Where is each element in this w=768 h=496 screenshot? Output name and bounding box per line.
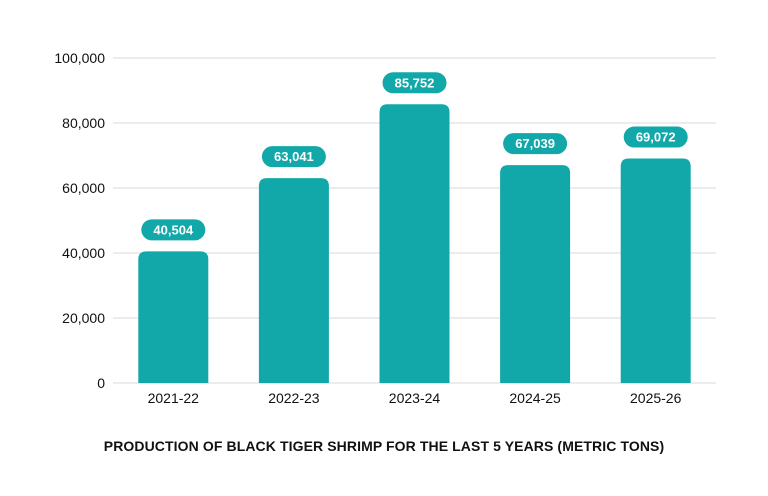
- data-label: 63,041: [274, 149, 314, 164]
- y-tick-label: 0: [97, 375, 105, 391]
- data-labels: 40,504 63,041 85,752 67,039 69,072: [141, 72, 688, 241]
- y-tick-label: 20,000: [62, 310, 105, 326]
- data-label-pill: [261, 146, 326, 168]
- data-label: 69,072: [636, 130, 676, 145]
- data-label-pill: [623, 126, 688, 148]
- y-tick-label: 40,000: [62, 245, 105, 261]
- data-label-pill: [382, 72, 447, 94]
- x-tick-label: 2022-23: [268, 390, 320, 406]
- x-tick-label: 2023-24: [389, 390, 441, 406]
- x-tick-label: 2024-25: [509, 390, 561, 406]
- chart-title: PRODUCTION OF BLACK TIGER SHRIMP FOR THE…: [103, 438, 665, 454]
- data-label: 67,039: [515, 136, 555, 151]
- x-tick-label: 2021-22: [148, 390, 200, 406]
- x-tick-label: 2025-26: [630, 390, 682, 406]
- data-label: 85,752: [395, 75, 435, 90]
- bar-2025-26: [620, 158, 691, 383]
- data-label-pill: [141, 219, 206, 241]
- bar-2024-25: [500, 165, 571, 383]
- y-tick-label: 60,000: [62, 180, 105, 196]
- y-axis-ticks: 0 20,000 40,000 60,000 80,000 100,000: [54, 50, 105, 391]
- y-tick-label: 100,000: [54, 50, 105, 66]
- bar-2022-23: [258, 178, 329, 383]
- bar-2023-24: [379, 104, 450, 383]
- x-axis-ticks: 2021-22 2022-23 2023-24 2024-25 2025-26: [148, 390, 682, 406]
- bar-2021-22: [138, 251, 209, 383]
- bars: [138, 104, 691, 383]
- data-label-pill: [503, 133, 568, 155]
- y-tick-label: 80,000: [62, 115, 105, 131]
- data-label: 40,504: [153, 222, 194, 237]
